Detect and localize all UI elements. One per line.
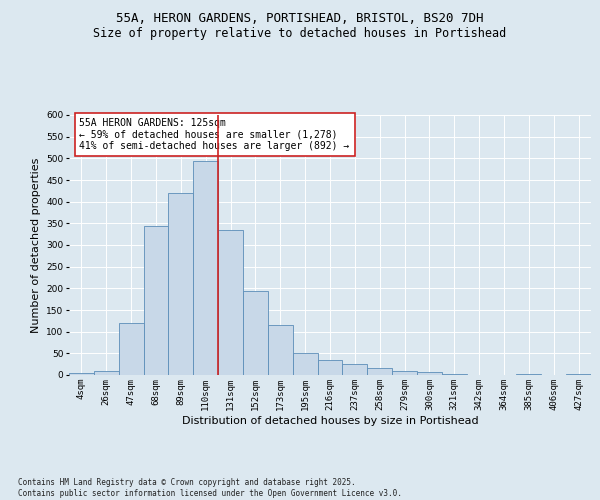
Bar: [268, 325, 293, 375]
Bar: [243, 290, 268, 375]
Y-axis label: Number of detached properties: Number of detached properties: [31, 158, 41, 332]
Bar: [169, 193, 193, 375]
Bar: [94, 370, 119, 375]
Bar: [218, 230, 243, 375]
Bar: [293, 354, 317, 375]
Bar: [417, 372, 442, 375]
Bar: [69, 373, 94, 375]
Bar: [442, 374, 467, 375]
Bar: [119, 323, 143, 375]
Bar: [566, 374, 591, 375]
Bar: [143, 226, 169, 375]
Bar: [367, 368, 392, 375]
Text: Size of property relative to detached houses in Portishead: Size of property relative to detached ho…: [94, 28, 506, 40]
Text: 55A HERON GARDENS: 125sqm
← 59% of detached houses are smaller (1,278)
41% of se: 55A HERON GARDENS: 125sqm ← 59% of detac…: [79, 118, 350, 151]
Bar: [392, 370, 417, 375]
Bar: [193, 160, 218, 375]
Bar: [317, 360, 343, 375]
Text: Contains HM Land Registry data © Crown copyright and database right 2025.
Contai: Contains HM Land Registry data © Crown c…: [18, 478, 402, 498]
X-axis label: Distribution of detached houses by size in Portishead: Distribution of detached houses by size …: [182, 416, 478, 426]
Bar: [343, 364, 367, 375]
Text: 55A, HERON GARDENS, PORTISHEAD, BRISTOL, BS20 7DH: 55A, HERON GARDENS, PORTISHEAD, BRISTOL,…: [116, 12, 484, 26]
Bar: [517, 374, 541, 375]
